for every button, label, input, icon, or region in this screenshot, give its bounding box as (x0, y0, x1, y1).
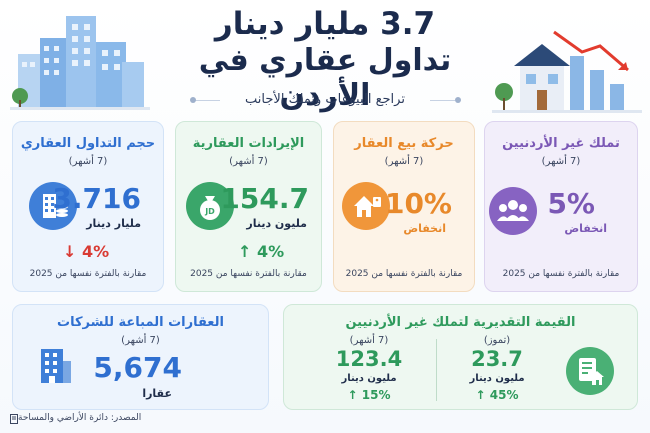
money-bag-icon: JD (186, 182, 234, 230)
document-house-icon (566, 347, 614, 395)
tagline-divider-right (430, 100, 455, 101)
card-value: 3.716 (52, 182, 141, 215)
card-unit: عقارا (142, 387, 172, 400)
card-title: الإيرادات العقارية (192, 136, 305, 151)
city-skyline-illustration (10, 16, 150, 110)
card-period: (7 أشهر) (121, 335, 160, 346)
card-unit: مليار دينار (86, 217, 141, 230)
building-coins-icon (29, 182, 77, 230)
change-value: 4% (256, 242, 285, 261)
card-value: 10% (384, 187, 452, 220)
office-building-icon (41, 349, 71, 383)
change-down: ↓ 4% (63, 242, 109, 261)
period-right-label: (تموز) (483, 335, 511, 346)
people-group-icon (489, 187, 537, 235)
card-title: القيمة التقديرية لتملك غير الأردنيين (345, 315, 576, 330)
card-period: (7 أشهر) (229, 156, 268, 167)
card-revenues: الإيرادات العقارية (7 أشهر) JD 154.7 ملي… (175, 121, 322, 292)
card-estimated-value: القيمة التقديرية لتملك غير الأردنيين (7 … (283, 304, 638, 410)
card-footnote: مقارنة بالفترة نفسها من 2025 (345, 269, 463, 279)
document-icon (10, 414, 18, 424)
arrow-down-icon: ↓ (63, 242, 77, 261)
card-period: (7 أشهر) (384, 156, 424, 167)
card-title: العقارات المباعة للشركات (57, 315, 224, 330)
house-tag-icon (342, 182, 390, 230)
card-unit: انخفاض (403, 222, 446, 235)
subtitle: تداول عقاري في الأردن (198, 43, 452, 113)
source-note: المصدر: دائرة الأراضي والمساحة (18, 413, 142, 423)
arrow-up-icon: ↑ (347, 388, 358, 402)
tagline-divider-left (195, 100, 220, 101)
card-value: 154.7 (220, 182, 309, 215)
card-period: (7 أشهر) (68, 156, 108, 167)
value-right: 23.7 (471, 347, 523, 371)
card-trading-volume: حجم التداول العقاري (7 أشهر) 3.716 مليار… (12, 121, 164, 292)
arrow-up-icon: ↑ (238, 242, 252, 261)
card-foreign-ownership: تملك غير الأردنيين (7 أشهر) 5% انخفاض مق… (484, 121, 638, 292)
arrow-up-icon: ↑ (475, 388, 486, 402)
card-title: حركة بيع العقار (354, 136, 454, 151)
card-sales-movement: حركة بيع العقار (7 أشهر) 10% انخفاض مقار… (333, 121, 475, 292)
card-unit: مليون دينار (246, 217, 307, 230)
card-value: 5% (547, 187, 595, 220)
unit-left: مليون دينار (341, 373, 397, 384)
unit-right: مليون دينار (469, 373, 525, 384)
change-left: ↑ 15% (347, 388, 391, 402)
card-footnote: مقارنة بالفترة نفسها من 2025 (190, 269, 307, 279)
change-right: ↑ 45% (475, 388, 519, 402)
change-value: 4% (81, 242, 110, 261)
card-unit: انخفاض (564, 222, 607, 235)
tagline-dot-left (190, 97, 196, 103)
tagline-dot-right (455, 97, 461, 103)
card-title: حجم التداول العقاري (20, 136, 156, 151)
svg-text:JD: JD (204, 207, 215, 216)
vertical-divider (436, 339, 437, 401)
tagline: تراجع البيوعات وتملك الأجانب (245, 92, 405, 107)
main-title: 3.7 مليار دينار (214, 6, 436, 42)
house-decline-illustration (492, 30, 642, 113)
change-up: ↑ 4% (238, 242, 284, 261)
period-left-label: (7 أشهر) (349, 335, 389, 346)
card-value: 5,674 (93, 351, 182, 384)
card-title: تملك غير الأردنيين (502, 136, 620, 151)
card-period: (7 أشهر) (541, 156, 581, 167)
card-company-sold: العقارات المباعة للشركات (7 أشهر) 5,674 … (12, 304, 269, 410)
card-footnote: مقارنة بالفترة نفسها من 2025 (502, 269, 620, 279)
value-left: 123.4 (335, 347, 403, 371)
card-footnote: مقارنة بالفترة نفسها من 2025 (29, 269, 147, 279)
